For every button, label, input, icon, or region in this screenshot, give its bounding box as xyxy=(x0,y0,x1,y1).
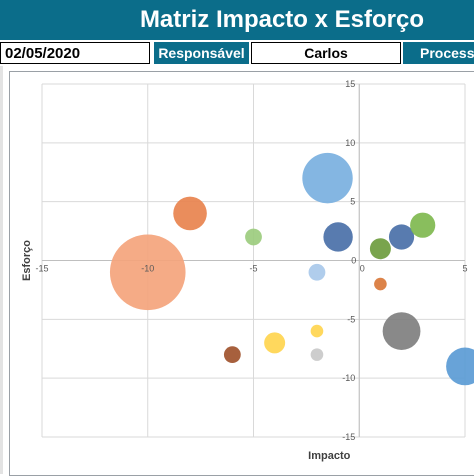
responsavel-label: Responsável xyxy=(154,42,249,64)
x-tick-label: 5 xyxy=(462,264,467,274)
chart-ticks: -15 -10 -5 0 5 15 10 5 0 -5 -10 -15 xyxy=(35,79,467,442)
y-tick-label: 15 xyxy=(345,79,355,89)
x-tick-label: 0 xyxy=(360,264,365,274)
y-tick-label: 0 xyxy=(351,256,356,266)
x-tick-label: -5 xyxy=(249,264,257,274)
y-tick-label: 5 xyxy=(350,197,355,207)
chart-bubbles xyxy=(109,152,474,386)
bubble-point xyxy=(109,234,186,311)
x-tick-label: -10 xyxy=(141,264,154,274)
y-tick-label: -5 xyxy=(347,314,355,324)
y-tick-label: 10 xyxy=(345,138,355,148)
bubble-point xyxy=(302,152,353,204)
sheet-edge xyxy=(0,66,3,474)
bubble-point xyxy=(369,238,391,260)
bubble-point xyxy=(388,224,415,250)
bubble-point xyxy=(310,348,324,361)
processo-label: Processo xyxy=(403,42,474,64)
x-tick-label: -15 xyxy=(35,264,48,274)
y-tick-label: -15 xyxy=(342,432,355,442)
page-title: Matriz Impacto x Esforço xyxy=(139,6,424,33)
bubble-point xyxy=(310,324,324,338)
bubble-point xyxy=(382,312,421,350)
title-bar xyxy=(0,0,474,40)
bubble-point xyxy=(173,196,207,231)
chart-frame[interactable] xyxy=(9,71,474,476)
bubble-point xyxy=(410,212,436,238)
bubble-point xyxy=(264,332,286,354)
y-axis-label: Esforço xyxy=(21,240,33,281)
bubble-point xyxy=(223,346,241,364)
bubble-point xyxy=(374,277,387,291)
bubble-point xyxy=(308,263,326,281)
bubble-point xyxy=(245,228,262,246)
y-tick-label: -10 xyxy=(342,373,355,383)
bubble-point xyxy=(323,222,353,252)
info-row: 02/05/2020 Responsável Carlos Processo xyxy=(0,42,474,64)
x-axis-label: Impacto xyxy=(308,450,350,462)
bubble-point xyxy=(446,347,474,386)
date-cell[interactable]: 02/05/2020 xyxy=(0,42,150,64)
responsavel-value[interactable]: Carlos xyxy=(251,42,401,64)
